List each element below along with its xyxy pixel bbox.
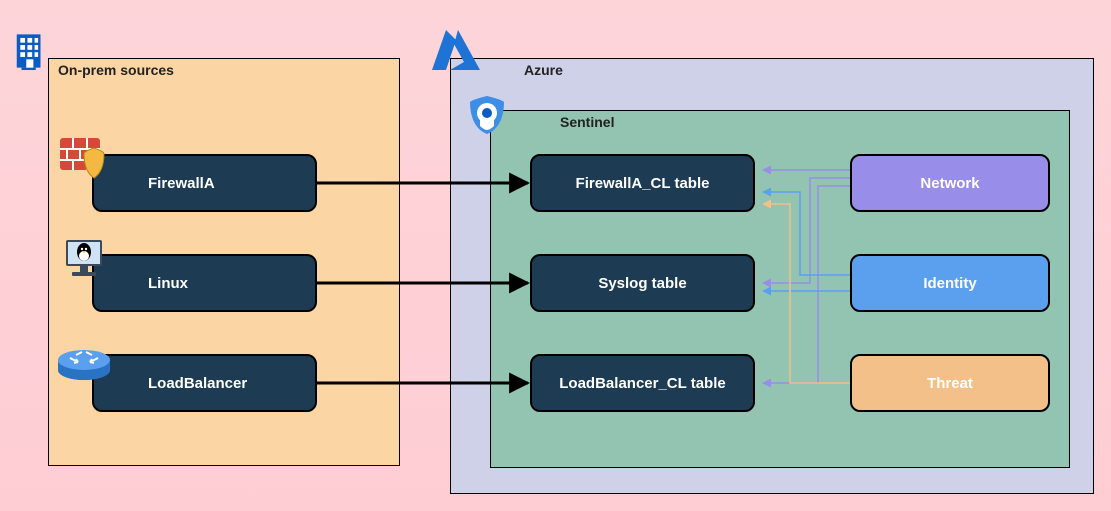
node-threat: Threat	[850, 354, 1050, 412]
node-identity: Identity	[850, 254, 1050, 312]
azure-icon	[426, 26, 486, 74]
node-loadbalancer-table: LoadBalancer_CL table	[530, 354, 755, 412]
firewall-icon	[60, 138, 114, 182]
node-linux: Linux	[92, 254, 317, 312]
node-syslog-table: Syslog table	[530, 254, 755, 312]
node-syslog-table-label: Syslog table	[598, 275, 686, 292]
node-network: Network	[850, 154, 1050, 212]
node-identity-label: Identity	[923, 275, 976, 292]
node-firewall-table-label: FirewallA_CL table	[576, 175, 710, 192]
sentinel-icon	[466, 94, 508, 136]
node-linux-label: Linux	[148, 275, 188, 292]
linux-icon	[62, 238, 112, 284]
router-icon	[56, 342, 112, 382]
node-firewall: FirewallA	[92, 154, 317, 212]
node-network-label: Network	[920, 175, 979, 192]
group-onprem-label: On-prem sources	[58, 62, 174, 78]
node-loadbalancer-table-label: LoadBalancer_CL table	[559, 375, 725, 392]
node-threat-label: Threat	[927, 375, 973, 392]
node-loadbalancer: LoadBalancer	[92, 354, 317, 412]
building-icon	[12, 32, 50, 70]
group-sentinel-label: Sentinel	[560, 114, 614, 130]
group-azure-label: Azure	[524, 62, 563, 78]
node-loadbalancer-label: LoadBalancer	[148, 375, 247, 392]
node-firewall-label: FirewallA	[148, 175, 215, 192]
diagram-canvas: On-prem sources Azure Sentinel	[0, 0, 1111, 511]
node-firewall-table: FirewallA_CL table	[530, 154, 755, 212]
